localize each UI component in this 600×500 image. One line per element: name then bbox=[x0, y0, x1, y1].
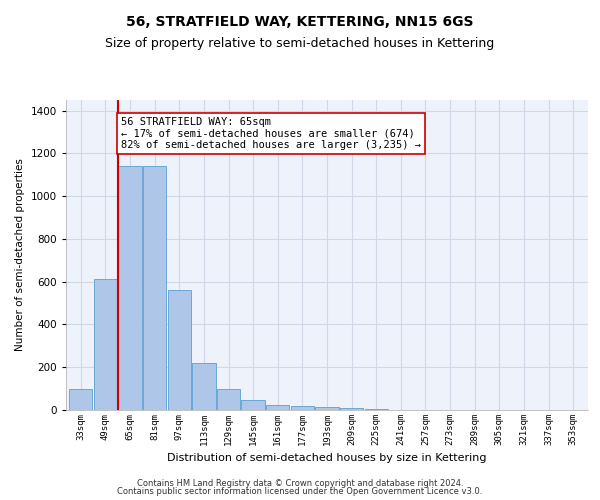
Bar bbox=[266, 404, 289, 410]
Y-axis label: Number of semi-detached properties: Number of semi-detached properties bbox=[15, 158, 25, 352]
Text: 56, STRATFIELD WAY, KETTERING, NN15 6GS: 56, STRATFIELD WAY, KETTERING, NN15 6GS bbox=[126, 15, 474, 29]
Bar bbox=[94, 278, 117, 410]
Text: Contains public sector information licensed under the Open Government Licence v3: Contains public sector information licen… bbox=[118, 487, 482, 496]
Bar bbox=[316, 407, 338, 410]
X-axis label: Distribution of semi-detached houses by size in Kettering: Distribution of semi-detached houses by … bbox=[167, 454, 487, 464]
Text: Contains HM Land Registry data © Crown copyright and database right 2024.: Contains HM Land Registry data © Crown c… bbox=[137, 478, 463, 488]
Bar bbox=[290, 406, 314, 410]
Text: Size of property relative to semi-detached houses in Kettering: Size of property relative to semi-detach… bbox=[106, 38, 494, 51]
Bar bbox=[143, 166, 166, 410]
Bar bbox=[241, 400, 265, 410]
Bar bbox=[217, 388, 240, 410]
Bar bbox=[167, 290, 191, 410]
Bar bbox=[69, 388, 92, 410]
Bar bbox=[340, 408, 364, 410]
Text: 56 STRATFIELD WAY: 65sqm
← 17% of semi-detached houses are smaller (674)
82% of : 56 STRATFIELD WAY: 65sqm ← 17% of semi-d… bbox=[121, 117, 421, 150]
Bar bbox=[192, 363, 215, 410]
Bar bbox=[118, 166, 142, 410]
